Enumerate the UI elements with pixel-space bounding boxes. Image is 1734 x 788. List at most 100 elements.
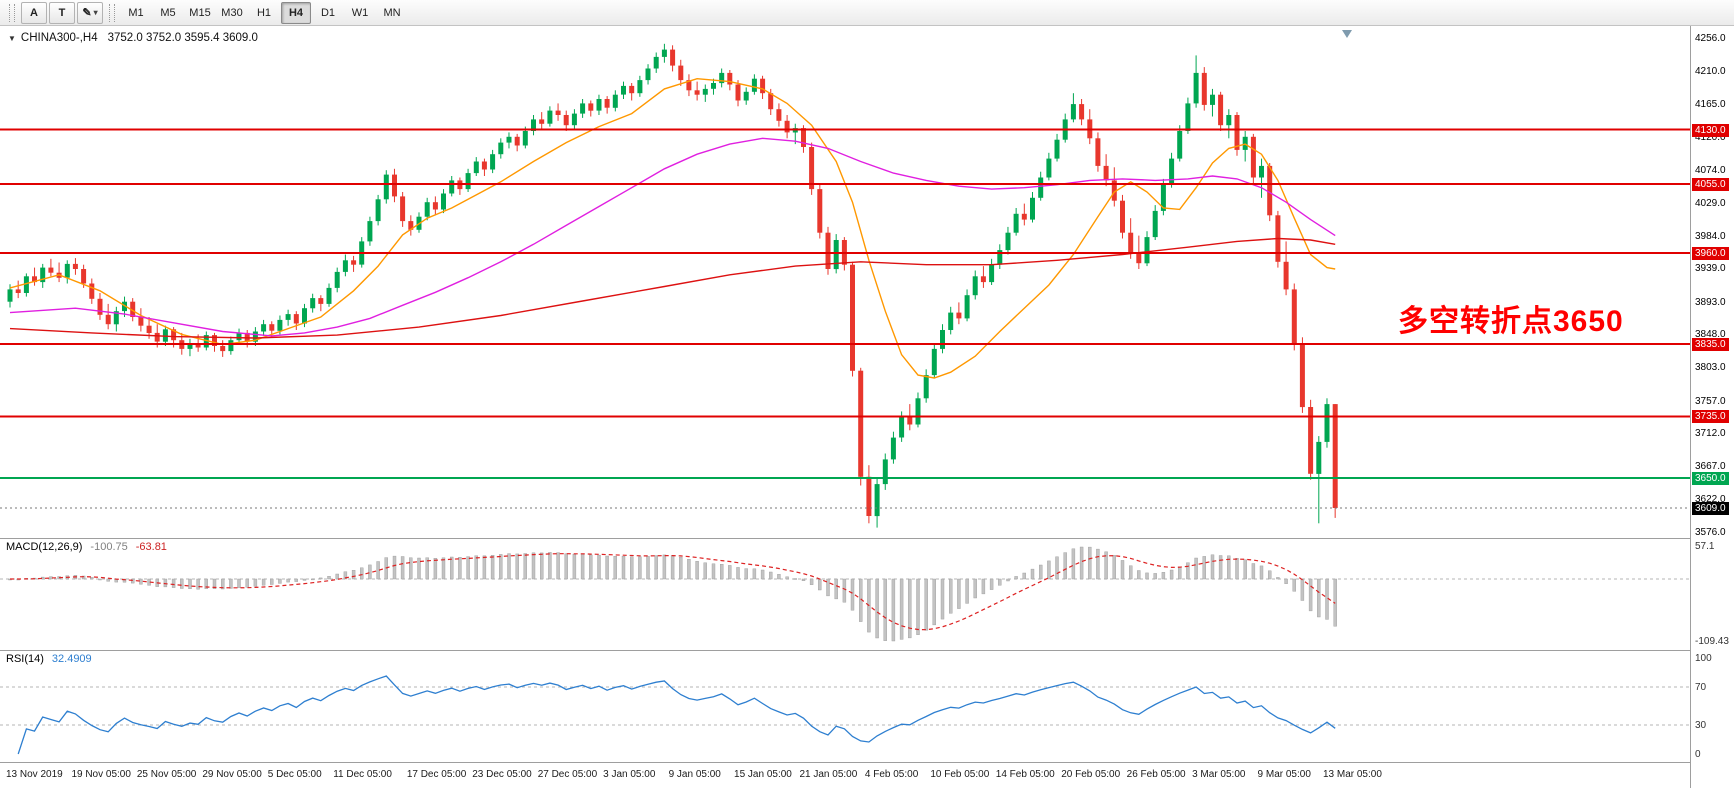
candle-body [97, 298, 103, 315]
candle-body [465, 173, 471, 190]
text-tool-button[interactable]: T [49, 1, 75, 24]
candle-body [612, 94, 618, 108]
candle-body [171, 329, 177, 341]
macd-histogram-bar [769, 571, 773, 580]
macd-panel[interactable]: MACD(12,26,9) -100.75 -63.81 [0, 538, 1690, 650]
candle-body [261, 324, 267, 332]
timeframe-button-d1[interactable]: D1 [320, 6, 336, 19]
rsi-chart[interactable] [0, 650, 1690, 762]
candle-body [858, 370, 864, 477]
macd-histogram-bar [270, 578, 274, 585]
level-price-badge: 3960.0 [1692, 247, 1729, 261]
rsi-axis-label: 30 [1695, 720, 1707, 732]
time-axis-label: 25 Nov 05:00 [136, 769, 197, 780]
macd-histogram-bar [540, 552, 544, 580]
panel-separator[interactable] [0, 650, 1734, 651]
panel-separator[interactable] [0, 538, 1734, 539]
macd-histogram-bar [130, 578, 135, 584]
level-price-badge: 3650.0 [1692, 472, 1729, 486]
macd-histogram-bar [793, 578, 797, 580]
rsi-panel[interactable]: RSI(14) 32.4909 [0, 650, 1690, 762]
candle-body [768, 93, 774, 110]
macd-histogram-bar [1177, 566, 1182, 580]
timeframe-button-m15[interactable]: M15 [189, 6, 211, 19]
macd-chart[interactable] [0, 538, 1690, 650]
candle-body [1250, 136, 1256, 178]
candle-body [1234, 115, 1240, 150]
candle-body [1169, 158, 1175, 185]
macd-histogram-bar [908, 578, 912, 639]
macd-signal-line [10, 553, 1336, 631]
timeframe-button-w1[interactable]: W1 [351, 6, 369, 19]
toolbar-gripper[interactable] [9, 3, 15, 22]
macd-histogram-bar [441, 557, 446, 580]
macd-histogram-bar [229, 578, 233, 589]
panel-separator[interactable] [0, 762, 1734, 763]
candle-body [449, 180, 455, 194]
price-panel[interactable]: ▼ CHINA300-,H4 3752.0 3752.0 3595.4 3609.0… [0, 26, 1690, 538]
candlestick-chart[interactable] [0, 26, 1690, 538]
time-axis-label: 17 Dec 05:00 [406, 769, 467, 780]
candle-body [571, 113, 577, 126]
macd-histogram-bar [695, 561, 699, 580]
candle-body [481, 161, 487, 170]
candle-body [743, 91, 749, 101]
macd-histogram-bar [1210, 554, 1215, 580]
candle-body [678, 65, 684, 81]
toolbar-gripper[interactable] [109, 3, 115, 22]
macd-histogram-bar [1251, 563, 1256, 580]
price-axis-label: 3667.0 [1695, 460, 1726, 472]
candle-body [293, 314, 299, 324]
macd-histogram-bar [834, 578, 838, 600]
macd-histogram-bar [1055, 556, 1059, 580]
timeframe-button-h4[interactable]: H4 [281, 1, 311, 24]
rsi-axis-label: 100 [1695, 653, 1712, 664]
candle-body [23, 276, 29, 293]
timeframe-button-m30[interactable]: M30 [221, 6, 243, 19]
title-expander-icon[interactable]: ▼ [8, 34, 16, 43]
candle-body [490, 154, 496, 170]
macd-histogram-bar [278, 578, 282, 584]
candle-body [1128, 232, 1134, 253]
candle-body [727, 72, 733, 85]
timeframe-button-mn[interactable]: MN [383, 6, 401, 19]
macd-histogram-bar [818, 578, 822, 591]
timeframe-button-m5[interactable]: M5 [160, 6, 176, 19]
price-axis[interactable]: 4256.0 4210.0 4165.0 4120.0 4074.0 4029.0 3984… [1690, 26, 1734, 788]
macd-histogram-bar [212, 578, 217, 589]
timeframe-button-m1[interactable]: M1 [128, 6, 144, 19]
macd-histogram-bar [638, 556, 642, 580]
time-axis-label: 15 Jan 05:00 [734, 769, 792, 780]
candle-body [473, 161, 479, 174]
macd-main-value: -100.75 [90, 541, 128, 553]
macd-histogram-bar [1137, 570, 1141, 580]
time-axis[interactable]: 13 Nov 2019 19 Nov 05:00 25 Nov 05:00 29 No… [0, 762, 1690, 788]
candle-body [850, 264, 855, 371]
macd-histogram-bar [499, 554, 503, 580]
candle-body [825, 232, 831, 269]
level-price-badge: 4055.0 [1692, 178, 1729, 192]
macd-histogram-bar [1120, 560, 1125, 580]
candle-body [1103, 165, 1109, 181]
ma-fast-line[interactable] [9, 77, 1336, 379]
chart-shift-marker[interactable] [1342, 30, 1352, 38]
chart-window: ▼ CHINA300-,H4 3752.0 3752.0 3595.4 3609.0… [0, 26, 1734, 788]
ma-mid-line[interactable] [9, 137, 1336, 337]
candle-body [498, 142, 504, 155]
candle-body [1160, 184, 1166, 211]
macd-histogram-bar [180, 578, 184, 589]
annotation-tool-button[interactable]: A [21, 1, 47, 24]
drawing-tools-button[interactable]: ✎ ▾ [77, 1, 103, 24]
candle-body [310, 298, 316, 309]
candle-body [1267, 165, 1273, 216]
timeframe-button-h1[interactable]: H1 [256, 6, 272, 19]
chart-annotation-text[interactable]: 多空转折点3650 [1398, 305, 1624, 338]
time-axis-label: 29 Nov 05:00 [202, 769, 262, 780]
candle-body [1005, 232, 1011, 251]
candle-body [661, 49, 667, 57]
ma-slow-line[interactable] [9, 237, 1336, 339]
candle-body [1038, 177, 1044, 198]
macd-histogram-bar [850, 578, 855, 611]
price-axis-label: 3939.0 [1695, 263, 1726, 275]
macd-histogram-bar [1235, 558, 1239, 580]
